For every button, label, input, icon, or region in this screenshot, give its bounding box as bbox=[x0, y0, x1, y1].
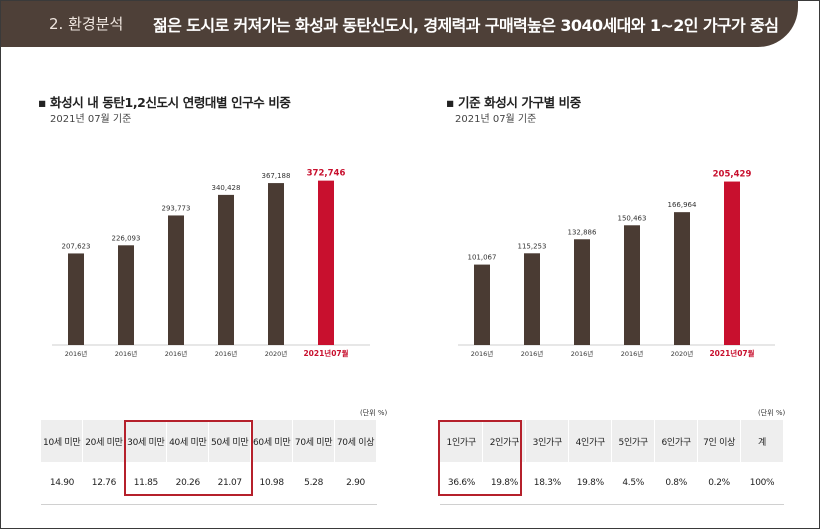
bar bbox=[474, 264, 490, 345]
bar bbox=[68, 253, 84, 345]
table-header-row: 1인가구 2인가구 3인가구 4인가구 5인가구 6인가구 7인 이상 계 bbox=[440, 420, 784, 462]
x-tick-label: 2016년 bbox=[571, 349, 594, 358]
right-stats-table: 1인가구 2인가구 3인가구 4인가구 5인가구 6인가구 7인 이상 계 36.6% 19.8… bbox=[440, 420, 784, 505]
bar bbox=[268, 183, 284, 345]
x-tick-label: 2020년 bbox=[671, 349, 694, 358]
table-header-cell: 7인 이상 bbox=[697, 420, 742, 462]
bar-value-label: 226,093 bbox=[112, 234, 141, 242]
table-header-cell: 6인가구 bbox=[654, 420, 699, 462]
x-tick-label: 2021년07월 bbox=[303, 348, 348, 358]
table-cell: 12.76 bbox=[82, 462, 125, 505]
bar bbox=[624, 225, 640, 345]
table-cell: 0.8% bbox=[654, 462, 698, 505]
table-cell: 21.07 bbox=[208, 462, 251, 505]
bar bbox=[524, 253, 540, 345]
table-header-cell: 60세 미만 bbox=[250, 420, 294, 462]
table-cell: 2.90 bbox=[334, 462, 377, 505]
bar-highlight bbox=[724, 181, 740, 345]
x-tick-label: 2016년 bbox=[521, 349, 544, 358]
bar bbox=[674, 212, 690, 345]
x-tick-label: 2016년 bbox=[621, 349, 644, 358]
right-bar-chart: 101,067 2016년 115,253 2016년 132,886 2016년 150,… bbox=[458, 170, 775, 358]
table-header-cell: 5인가구 bbox=[611, 420, 656, 462]
table-cell: 11.85 bbox=[124, 462, 167, 505]
bar bbox=[574, 239, 590, 345]
table-cell: 10.98 bbox=[250, 462, 293, 505]
table-cell: 5.28 bbox=[292, 462, 335, 505]
left-stats-table: 10세 미만 20세 미만 30세 미만 40세 미만 50세 미만 60세 미만 70세 … bbox=[41, 420, 377, 505]
bar-value-label: 115,253 bbox=[518, 242, 547, 250]
bar-value-label: 166,964 bbox=[668, 201, 697, 209]
table-header-cell: 2인가구 bbox=[482, 420, 527, 462]
bar-value-label: 150,463 bbox=[618, 214, 647, 222]
table-header-cell: 계 bbox=[740, 420, 784, 462]
bar-value-label: 340,428 bbox=[212, 184, 241, 192]
table-header-cell: 20세 미만 bbox=[82, 420, 126, 462]
table-header-cell: 1인가구 bbox=[440, 420, 484, 462]
right-table-unit: (단위 %) bbox=[758, 409, 786, 417]
table-cell: 18.3% bbox=[525, 462, 569, 505]
right-chart-subtitle: 2021년 07월 기준 bbox=[455, 114, 537, 125]
table-header-cell: 4인가구 bbox=[568, 420, 613, 462]
bar-value-label: 101,067 bbox=[468, 254, 497, 262]
table-cell: 4.5% bbox=[611, 462, 655, 505]
left-bar-chart: 207,623 2016년 226,093 2016년 293,773 2016년 340,… bbox=[52, 169, 370, 358]
right-chart-title: ▪ 기준 화성시 가구별 비중 bbox=[446, 95, 581, 110]
bar bbox=[218, 194, 234, 345]
bar-value-label: 367,188 bbox=[262, 172, 291, 180]
table-cell: 19.8% bbox=[568, 462, 612, 505]
table-cell: 0.2% bbox=[697, 462, 741, 505]
bar-value-label: 132,886 bbox=[568, 228, 597, 236]
table-header-cell: 10세 미만 bbox=[41, 420, 84, 462]
headline: 젊은 도시로 커져가는 화성과 동탄신도시, 경제력과 구매력높은 3040세대… bbox=[153, 16, 779, 35]
x-tick-label: 2016년 bbox=[115, 349, 138, 358]
bar bbox=[118, 245, 134, 345]
bar-value-label: 205,429 bbox=[713, 170, 752, 180]
table-header-cell: 40세 미만 bbox=[166, 420, 210, 462]
bar-highlight bbox=[318, 180, 334, 345]
table-header-row: 10세 미만 20세 미만 30세 미만 40세 미만 50세 미만 60세 미만 70세 … bbox=[41, 420, 377, 462]
table-row: 14.90 12.76 11.85 20.26 21.07 10.98 5.28 2.90 bbox=[41, 462, 377, 505]
table-header-cell: 30세 미만 bbox=[124, 420, 168, 462]
table-cell: 20.26 bbox=[166, 462, 209, 505]
table-cell: 14.90 bbox=[41, 462, 83, 505]
bar-value-label: 207,623 bbox=[62, 242, 91, 250]
x-tick-label: 2016년 bbox=[165, 349, 188, 358]
left-table-unit: (단위 %) bbox=[360, 409, 388, 417]
x-tick-label: 2016년 bbox=[471, 349, 494, 358]
table-header-cell: 3인가구 bbox=[525, 420, 570, 462]
table-header-cell: 50세 미만 bbox=[208, 420, 252, 462]
left-chart-subtitle: 2021년 07월 기준 bbox=[50, 114, 132, 125]
bar-value-label: 293,773 bbox=[162, 204, 191, 212]
left-chart-title: ▪ 화성시 내 동탄1,2신도시 연령대별 인구수 비중 bbox=[38, 95, 291, 110]
table-cell: 19.8% bbox=[482, 462, 526, 505]
x-tick-label: 2016년 bbox=[65, 349, 88, 358]
table-cell: 100% bbox=[740, 462, 784, 505]
table-cell: 36.6% bbox=[440, 462, 483, 505]
table-header-cell: 70세 미만 bbox=[292, 420, 336, 462]
section-title: 2. 환경분석 bbox=[49, 15, 124, 33]
x-tick-label: 2020년 bbox=[265, 349, 288, 358]
table-header-cell: 70세 이상 bbox=[334, 420, 377, 462]
bar bbox=[168, 215, 184, 345]
bar-value-label: 372,746 bbox=[307, 169, 346, 179]
x-tick-label: 2016년 bbox=[215, 349, 238, 358]
header-banner: 2. 환경분석 젊은 도시로 커져가는 화성과 동탄신도시, 경제력과 구매력높… bbox=[1, 1, 798, 47]
table-row: 36.6% 19.8% 18.3% 19.8% 4.5% 0.8% 0.2% 100% bbox=[440, 462, 784, 505]
x-tick-label: 2021년07월 bbox=[709, 348, 754, 358]
